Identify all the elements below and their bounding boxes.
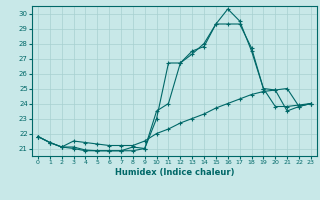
X-axis label: Humidex (Indice chaleur): Humidex (Indice chaleur)	[115, 168, 234, 177]
